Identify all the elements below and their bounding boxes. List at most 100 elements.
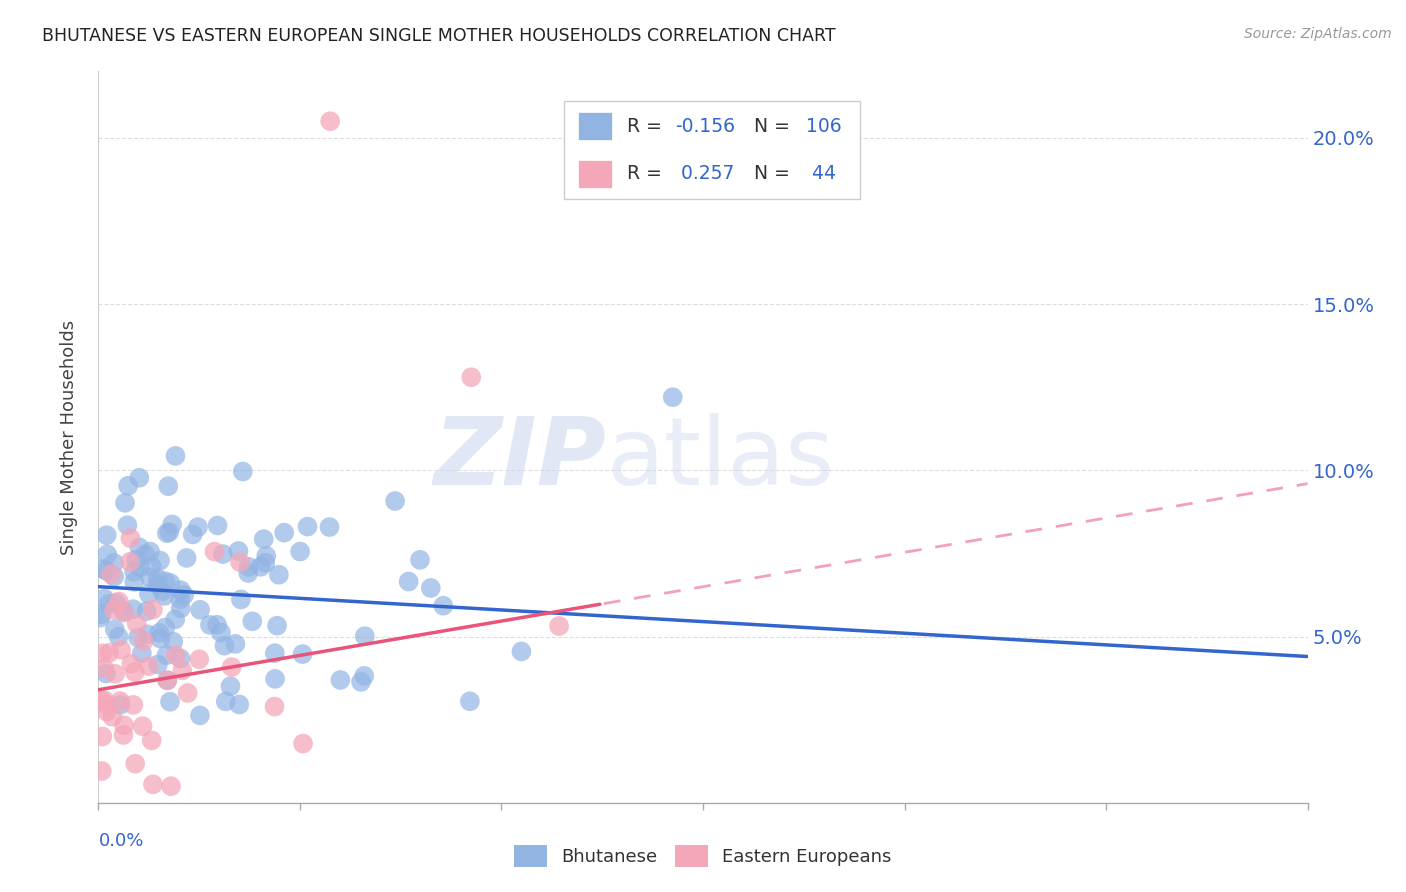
Point [96, 528, 118, 542]
Point [128, 471, 150, 485]
Point [127, 631, 149, 645]
Point [240, 614, 263, 628]
Point [353, 629, 375, 643]
Point [319, 114, 342, 128]
Point [156, 673, 179, 688]
Point [112, 606, 135, 620]
Point [205, 617, 228, 632]
Point [122, 602, 145, 616]
Point [136, 627, 159, 641]
Point [153, 574, 176, 589]
Point [318, 520, 340, 534]
Point [131, 719, 153, 733]
Point [104, 623, 127, 637]
Text: ZIP: ZIP [433, 413, 606, 505]
Point [142, 602, 165, 616]
Text: N =: N = [742, 164, 796, 183]
Point [112, 728, 135, 742]
Point [228, 698, 250, 712]
Point [221, 660, 243, 674]
Point [122, 565, 145, 579]
Point [157, 479, 180, 493]
Point [149, 553, 172, 567]
Text: 44: 44 [806, 164, 835, 183]
FancyBboxPatch shape [578, 160, 613, 187]
Point [212, 547, 235, 561]
Point [169, 592, 191, 607]
Point [460, 370, 482, 384]
Point [254, 549, 277, 563]
Point [100, 567, 122, 582]
Point [292, 737, 315, 751]
Point [96, 564, 118, 578]
Text: atlas: atlas [606, 413, 835, 505]
Point [169, 651, 191, 665]
Point [139, 544, 162, 558]
Point [132, 634, 155, 648]
Point [249, 559, 271, 574]
Point [219, 679, 242, 693]
Legend: Bhutanese, Eastern Europeans: Bhutanese, Eastern Europeans [508, 838, 898, 874]
Point [128, 541, 150, 555]
Text: 0.257: 0.257 [675, 164, 734, 183]
Point [108, 694, 131, 708]
Point [103, 556, 125, 570]
Y-axis label: Single Mother Households: Single Mother Households [59, 319, 77, 555]
Point [198, 618, 221, 632]
FancyBboxPatch shape [564, 101, 860, 200]
Text: Source: ZipAtlas.com: Source: ZipAtlas.com [1244, 27, 1392, 41]
Point [204, 544, 226, 558]
Point [98, 597, 121, 611]
Point [129, 560, 152, 574]
Point [384, 494, 406, 508]
Point [172, 664, 194, 678]
Point [548, 619, 571, 633]
Point [224, 637, 246, 651]
Point [176, 550, 198, 565]
Text: R =: R = [627, 117, 668, 136]
Point [114, 496, 136, 510]
Text: 106: 106 [806, 117, 841, 136]
Point [329, 673, 352, 687]
Point [112, 605, 135, 619]
Point [96, 698, 118, 712]
Point [105, 596, 128, 610]
Point [157, 525, 180, 540]
Point [170, 601, 193, 615]
Point [254, 556, 277, 570]
Point [112, 718, 135, 732]
Point [146, 572, 169, 586]
Text: N =: N = [742, 117, 796, 136]
Point [93, 591, 115, 606]
Point [160, 517, 183, 532]
Point [122, 698, 145, 712]
Point [134, 548, 156, 562]
Point [93, 693, 115, 707]
Point [297, 519, 319, 533]
Point [267, 567, 290, 582]
Point [90, 694, 112, 708]
Point [661, 390, 683, 404]
Point [266, 618, 288, 632]
Point [131, 646, 153, 660]
Point [142, 777, 165, 791]
Point [155, 648, 177, 662]
Point [353, 669, 375, 683]
Point [110, 698, 132, 712]
Point [188, 603, 211, 617]
Point [156, 673, 179, 688]
Point [148, 625, 170, 640]
Point [207, 518, 229, 533]
Point [120, 657, 142, 671]
Point [91, 730, 114, 744]
Point [263, 646, 285, 660]
Point [214, 639, 236, 653]
Point [138, 587, 160, 601]
Point [238, 566, 260, 580]
Point [138, 659, 160, 673]
Point [146, 578, 169, 592]
Point [93, 661, 115, 675]
Point [120, 555, 142, 569]
Point [209, 625, 232, 640]
Point [117, 518, 139, 533]
